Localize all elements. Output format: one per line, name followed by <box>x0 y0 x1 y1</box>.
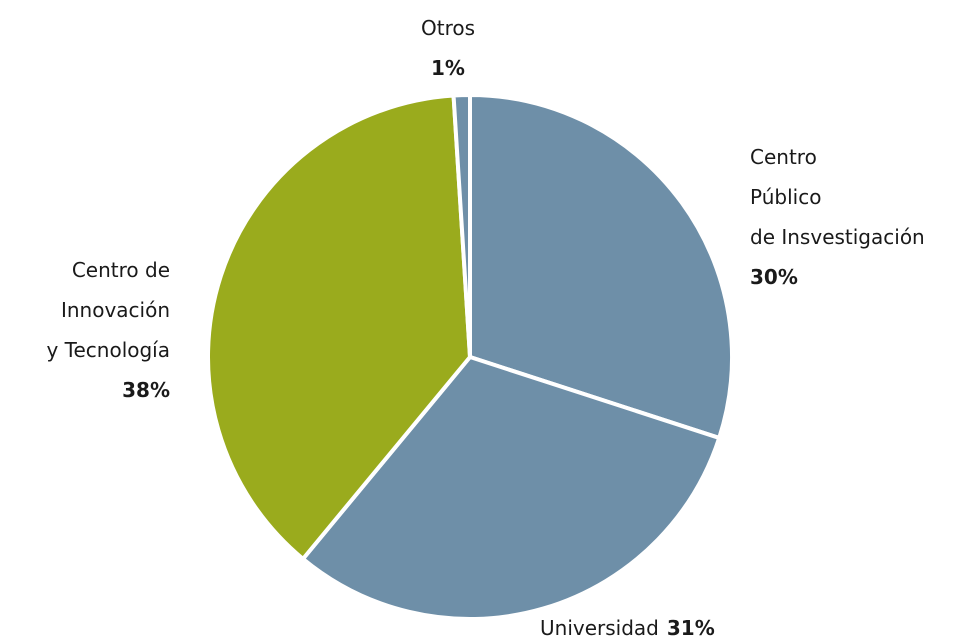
category-label: Otros <box>420 16 476 40</box>
slice-label: Universidad 31% <box>540 608 715 644</box>
slice-label: Centro Público de Insvestigación 30% <box>750 137 925 297</box>
category-label: Centro Público de Insvestigación <box>750 145 925 249</box>
value-label: 31% <box>666 616 715 640</box>
value-label: 30% <box>750 265 798 289</box>
pie-slice <box>451 93 472 359</box>
pie-slice <box>468 93 734 440</box>
value-label: 38% <box>122 378 170 402</box>
value-label: 1% <box>431 56 465 80</box>
pie-slice <box>300 355 722 621</box>
category-label: Centro de Innovación y Tecnología <box>46 258 170 362</box>
slice-label: Otros 1% <box>398 8 498 88</box>
category-label: Universidad <box>540 616 659 640</box>
slice-label: Centro de Innovación y Tecnología 38% <box>46 250 170 410</box>
pie-slice <box>206 93 472 561</box>
